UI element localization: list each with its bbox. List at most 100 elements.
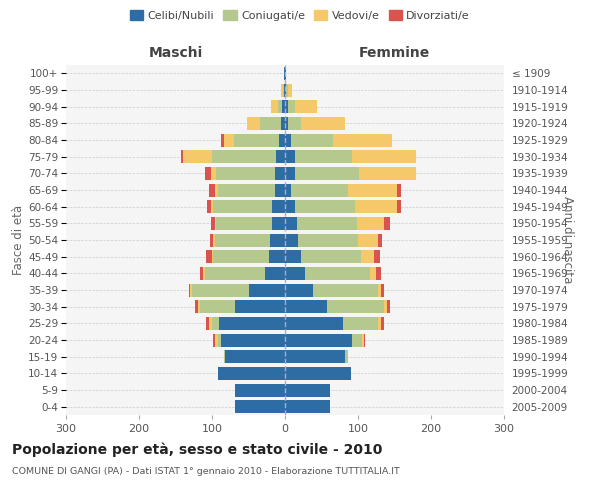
Bar <box>200 267 203 280</box>
Bar <box>284 84 285 96</box>
Bar <box>271 234 285 246</box>
Bar <box>359 167 416 180</box>
Bar <box>275 167 285 180</box>
Bar <box>285 267 305 280</box>
Bar <box>211 217 215 230</box>
Bar <box>218 367 285 380</box>
Bar <box>364 334 365 346</box>
Bar <box>285 184 291 196</box>
Bar <box>352 150 416 163</box>
Bar <box>285 367 350 380</box>
Bar <box>348 184 397 196</box>
Bar <box>305 267 370 280</box>
Bar <box>285 317 343 330</box>
Bar <box>218 184 275 196</box>
Bar <box>285 167 295 180</box>
Bar <box>295 150 352 163</box>
Bar <box>214 250 269 263</box>
Bar <box>210 234 214 246</box>
Bar <box>272 200 285 213</box>
Bar <box>285 234 298 246</box>
Bar <box>356 217 384 230</box>
Bar <box>285 284 313 296</box>
Bar <box>288 100 295 113</box>
Bar <box>397 184 401 196</box>
Bar <box>301 250 361 263</box>
Bar <box>214 334 215 346</box>
Bar <box>352 334 362 346</box>
Bar <box>206 250 212 263</box>
Bar <box>384 300 387 313</box>
Bar <box>382 317 384 330</box>
Bar <box>188 284 190 296</box>
Text: Maschi: Maschi <box>148 46 203 60</box>
Bar <box>279 134 285 146</box>
Bar <box>285 300 328 313</box>
Bar <box>265 267 285 280</box>
Bar <box>374 250 380 263</box>
Bar <box>301 117 345 130</box>
Bar <box>215 334 218 346</box>
Bar <box>217 217 272 230</box>
Bar <box>214 234 215 246</box>
Bar <box>214 200 272 213</box>
Bar <box>343 317 379 330</box>
Bar <box>288 117 301 130</box>
Bar <box>224 350 225 363</box>
Bar <box>234 134 279 146</box>
Bar <box>285 384 330 396</box>
Bar <box>207 200 211 213</box>
Bar <box>285 67 286 80</box>
Bar <box>285 334 352 346</box>
Bar <box>328 300 384 313</box>
Bar <box>285 134 291 146</box>
Y-axis label: Anni di nascita: Anni di nascita <box>561 196 574 284</box>
Bar <box>195 300 198 313</box>
Bar <box>247 117 260 130</box>
Bar <box>278 100 282 113</box>
Bar <box>224 134 234 146</box>
Bar <box>358 234 379 246</box>
Bar <box>235 400 285 413</box>
Bar <box>288 84 292 96</box>
Bar <box>181 150 183 163</box>
Bar <box>387 300 390 313</box>
Bar <box>275 184 285 196</box>
Bar <box>218 334 221 346</box>
Bar <box>281 84 283 96</box>
Bar <box>271 100 278 113</box>
Bar <box>183 150 212 163</box>
Y-axis label: Fasce di età: Fasce di età <box>13 205 25 275</box>
Bar <box>221 134 224 146</box>
Bar <box>200 300 235 313</box>
Bar <box>215 184 218 196</box>
Bar <box>285 350 345 363</box>
Bar <box>376 267 382 280</box>
Bar <box>283 84 284 96</box>
Bar <box>285 400 330 413</box>
Legend: Celibi/Nubili, Coniugati/e, Vedovi/e, Divorziati/e: Celibi/Nubili, Coniugati/e, Vedovi/e, Di… <box>125 6 475 25</box>
Bar <box>205 167 211 180</box>
Text: COMUNE DI GANGI (PA) - Dati ISTAT 1° gennaio 2010 - Elaborazione TUTTITALIA.IT: COMUNE DI GANGI (PA) - Dati ISTAT 1° gen… <box>12 468 400 476</box>
Bar <box>209 317 212 330</box>
Bar <box>355 200 397 213</box>
Bar <box>248 284 285 296</box>
Text: Popolazione per età, sesso e stato civile - 2010: Popolazione per età, sesso e stato civil… <box>12 442 382 457</box>
Bar <box>198 300 200 313</box>
Bar <box>281 117 285 130</box>
Bar <box>285 84 286 96</box>
Bar <box>206 317 209 330</box>
Bar <box>296 217 356 230</box>
Text: Femmine: Femmine <box>359 46 430 60</box>
Bar <box>211 200 214 213</box>
Bar <box>212 317 220 330</box>
Bar <box>191 284 248 296</box>
Bar <box>382 284 384 296</box>
Bar <box>291 184 348 196</box>
Bar <box>276 150 285 163</box>
Bar <box>205 267 265 280</box>
Bar <box>361 250 374 263</box>
Bar <box>285 100 288 113</box>
Bar <box>217 167 275 180</box>
Bar <box>362 334 364 346</box>
